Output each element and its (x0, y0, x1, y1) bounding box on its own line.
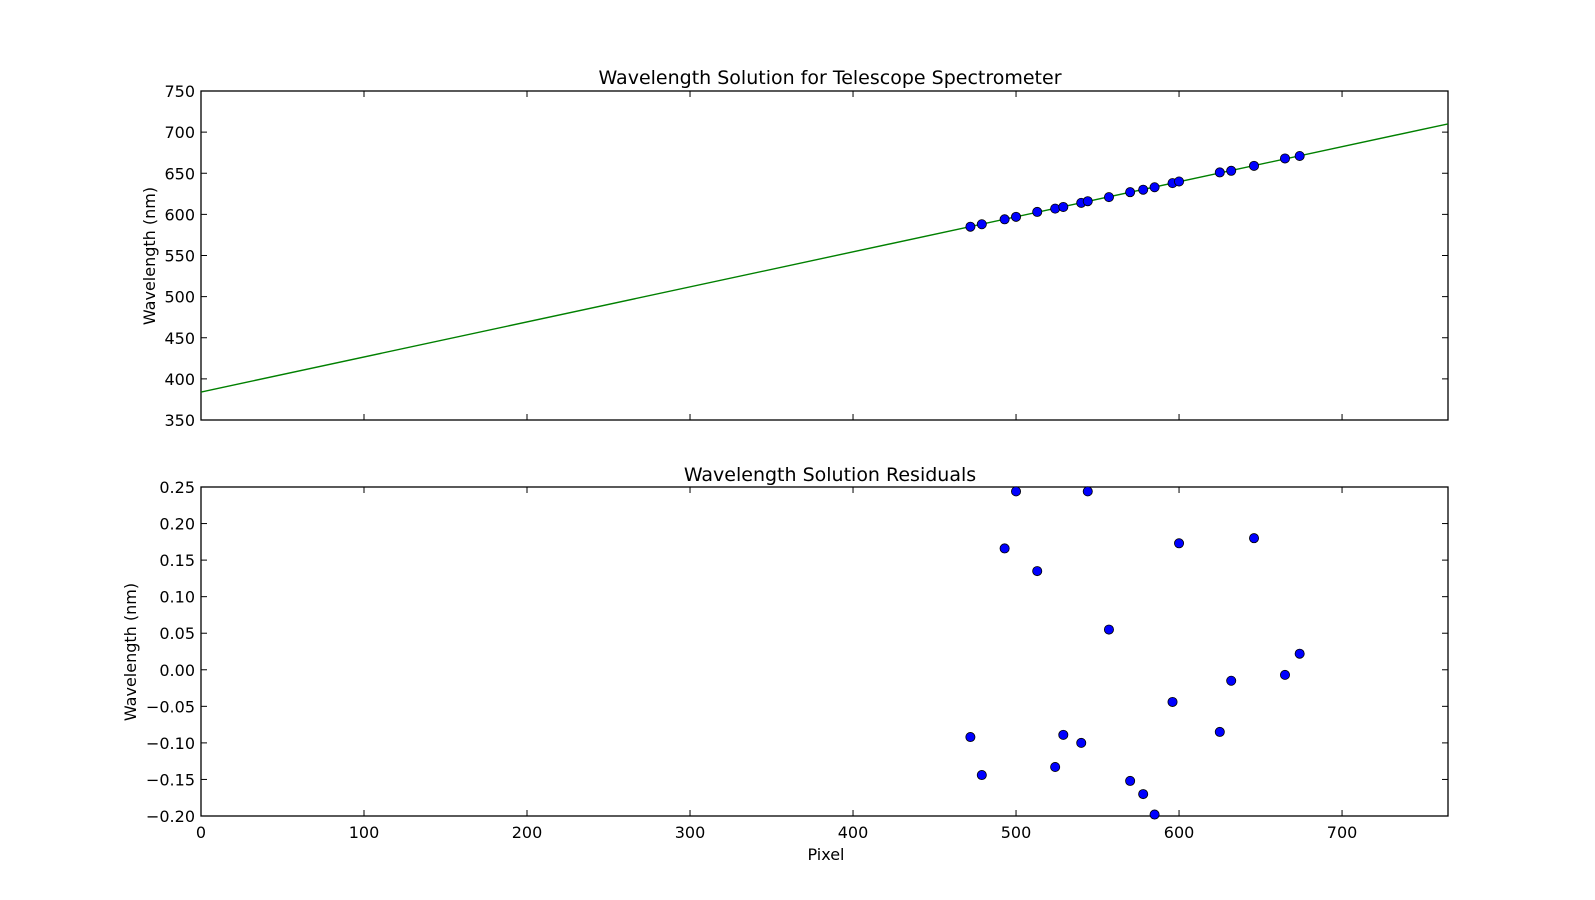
top-chart-title: Wavelength Solution for Telescope Spectr… (598, 67, 1061, 89)
bottom-data-point (1249, 533, 1260, 544)
top-y-tick-label: 350 (164, 411, 195, 430)
bottom-y-tick-label: 0.25 (159, 478, 195, 497)
top-y-tick-label: 600 (164, 205, 195, 224)
bottom-data-point (1279, 669, 1290, 680)
top-data-point (1249, 160, 1260, 171)
bottom-y-tick-label: 0.00 (159, 661, 195, 680)
top-chart-ylabel: Wavelength (nm) (140, 187, 159, 325)
bottom-y-tick-label: −0.10 (146, 734, 195, 753)
bottom-data-point (1050, 762, 1061, 773)
bottom-chart-xlabel: Pixel (807, 845, 844, 864)
bottom-data-point (1076, 737, 1087, 748)
top-data-point (1125, 187, 1136, 198)
top-y-tick-label: 550 (164, 247, 195, 266)
bottom-data-point (1167, 696, 1178, 707)
bottom-x-tick-label: 500 (1001, 823, 1032, 842)
top-data-point (1011, 211, 1022, 222)
top-fit-line (201, 123, 1448, 393)
bottom-data-point (1214, 726, 1225, 737)
bottom-y-tick-label: −0.05 (146, 697, 195, 716)
bottom-x-tick-label: 100 (349, 823, 380, 842)
bottom-y-tick-label: 0.10 (159, 588, 195, 607)
bottom-y-tick-label: −0.20 (146, 807, 195, 826)
bottom-data-point (1149, 809, 1160, 820)
top-y-tick-label: 500 (164, 288, 195, 307)
bottom-data-point (999, 543, 1010, 554)
top-data-point (1103, 192, 1114, 203)
top-data-point (965, 221, 976, 232)
top-y-tick-label: 750 (164, 82, 195, 101)
top-chart: Wavelength Solution for Telescope Spectr… (140, 67, 1449, 430)
bottom-chart-title: Wavelength Solution Residuals (684, 464, 976, 486)
bottom-data-point (1032, 566, 1043, 577)
bottom-data-point (1011, 486, 1022, 497)
top-y-tick-label: 450 (164, 329, 195, 348)
bottom-y-tick-label: 0.20 (159, 515, 195, 534)
bottom-data-point (976, 770, 987, 781)
bottom-x-tick-label: 0 (196, 823, 206, 842)
bottom-data-point (1125, 775, 1136, 786)
bottom-data-point (1226, 675, 1237, 686)
bottom-data-point (1294, 648, 1305, 659)
bottom-x-tick-label: 300 (675, 823, 706, 842)
bottom-data-point (1058, 729, 1069, 740)
top-data-point (1279, 153, 1290, 164)
top-data-point (1058, 201, 1069, 212)
bottom-y-tick-label: −0.15 (146, 770, 195, 789)
bottom-data-point (1138, 789, 1149, 800)
bottom-y-tick-label: 0.05 (159, 624, 195, 643)
bottom-y-tick-label: 0.15 (159, 551, 195, 570)
top-data-point (1050, 203, 1061, 214)
bottom-data-point (1103, 624, 1114, 635)
top-y-tick-label: 650 (164, 164, 195, 183)
top-data-point (999, 214, 1010, 225)
top-data-point (1214, 167, 1225, 178)
top-data-point (1032, 206, 1043, 217)
bottom-x-tick-label: 700 (1327, 823, 1358, 842)
top-chart-axes-frame (200, 90, 1449, 421)
top-data-point (1138, 184, 1149, 195)
bottom-data-point (1174, 538, 1185, 549)
bottom-data-point (965, 732, 976, 743)
top-data-point (1174, 176, 1185, 187)
bottom-x-tick-label: 200 (512, 823, 543, 842)
bottom-x-tick-label: 400 (838, 823, 869, 842)
bottom-chart-ylabel: Wavelength (nm) (121, 583, 140, 721)
top-data-point (1226, 165, 1237, 176)
bottom-chart: Wavelength Solution Residuals Wavelength… (121, 464, 1449, 864)
top-data-point (976, 219, 987, 230)
bottom-x-tick-label: 600 (1164, 823, 1195, 842)
top-data-point (1294, 150, 1305, 161)
top-y-tick-label: 400 (164, 370, 195, 389)
top-y-tick-label: 700 (164, 123, 195, 142)
top-data-point (1149, 182, 1160, 193)
bottom-data-point (1082, 486, 1093, 497)
bottom-chart-axes-frame (200, 486, 1449, 817)
top-data-point (1082, 196, 1093, 207)
